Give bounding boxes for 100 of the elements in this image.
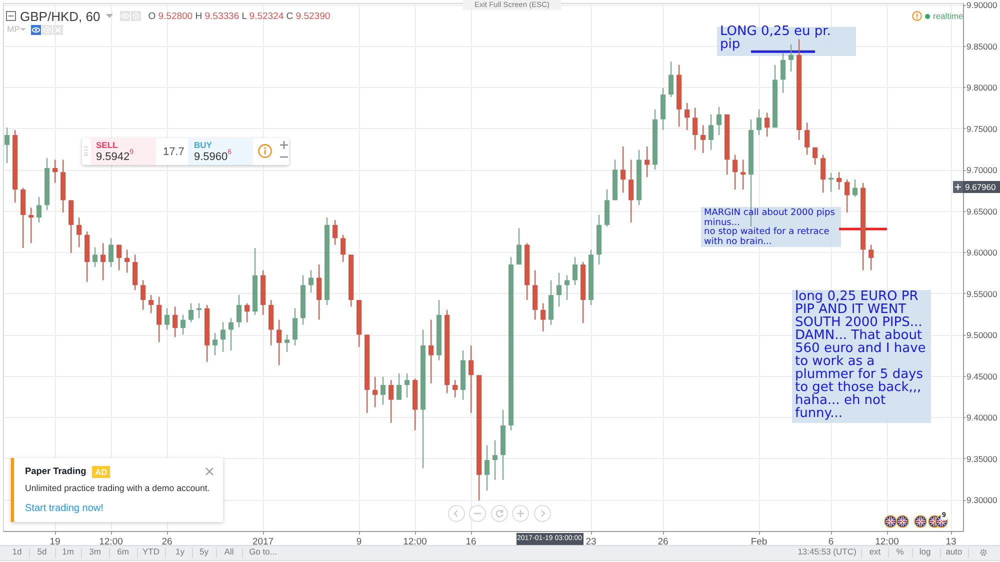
- y-tick-label: 9.70000: [966, 165, 998, 176]
- candlestick: [692, 107, 698, 150]
- y-tick-label: 9.90000: [966, 0, 998, 10]
- y-tick-label: 9.75000: [966, 124, 998, 134]
- candlestick: [852, 179, 858, 198]
- candlestick: [836, 172, 842, 190]
- candlestick: [292, 308, 298, 346]
- candlestick: [396, 372, 402, 400]
- text: 9.67960: [963, 181, 1000, 193]
- candlestick: [100, 242, 106, 281]
- candlestick: [780, 52, 786, 94]
- candlestick: [172, 306, 178, 338]
- text: ext: [869, 546, 881, 557]
- candlestick: [404, 372, 410, 398]
- annotation: Paper Trading: [25, 466, 86, 476]
- candlestick: [788, 44, 794, 72]
- chart-title: GBP/HKD, 60: [20, 8, 100, 24]
- text: log: [919, 546, 931, 557]
- y-tick-label: 9.85000: [966, 41, 998, 52]
- x-tick-label: 13: [946, 536, 956, 548]
- candlestick: [76, 217, 82, 248]
- x-tick-label: 26: [162, 536, 172, 548]
- candlestick: [116, 244, 122, 271]
- candlestick: [620, 146, 626, 194]
- text: auto: [946, 546, 962, 557]
- annotation: AD: [92, 466, 110, 478]
- candlestick: [684, 102, 690, 131]
- candlestick: [516, 228, 522, 266]
- text: 6m: [117, 546, 129, 557]
- candlestick: [628, 159, 634, 223]
- candlestick: [804, 122, 810, 156]
- candlestick: [540, 302, 546, 332]
- candlestick: [452, 380, 458, 398]
- candlestick: [380, 376, 386, 406]
- x-tick-label: Feb: [750, 536, 768, 548]
- x-tick-label: 6: [828, 536, 834, 548]
- text: Go to...: [249, 546, 277, 557]
- x-tick-label: 23: [586, 536, 596, 548]
- candlestick: [164, 308, 170, 330]
- text: O 9.52800 H 9.53336 L 9.52324 C 9.52390: [148, 10, 330, 22]
- annotation: 9.5960$^{6}$: [194, 149, 232, 164]
- candlestick: [180, 314, 186, 336]
- candlestick: [812, 146, 818, 166]
- candlestick: [148, 294, 154, 314]
- candlestick: [868, 244, 874, 271]
- candlestick: [820, 154, 826, 194]
- candlestick: [732, 154, 738, 190]
- candlestick: [484, 444, 490, 492]
- candlestick: [756, 108, 762, 136]
- y-tick-label: 9.45000: [966, 371, 998, 382]
- candlestick: [244, 302, 250, 323]
- x-tick-label: 12:00: [403, 536, 427, 548]
- annotation: MP: [7, 24, 20, 34]
- annotation: realtime: [933, 10, 964, 21]
- y-tick-label: 9.65000: [966, 206, 998, 216]
- text: YTD: [142, 546, 160, 557]
- candlestick: [196, 302, 202, 319]
- x-tick-label: 19: [50, 536, 60, 548]
- candlestick: [492, 440, 498, 480]
- candlestick: [828, 172, 834, 192]
- candlestick: [332, 219, 338, 246]
- candlestick: [844, 179, 850, 214]
- candlestick: [36, 196, 42, 223]
- y-tick-label: 9.40000: [966, 412, 998, 423]
- candlestick: [132, 254, 138, 291]
- y-tick-label: 9.35000: [966, 454, 998, 464]
- x-tick-label: 12:00: [875, 536, 899, 548]
- candlestick: [92, 246, 98, 268]
- candlestick: [764, 112, 770, 138]
- annotation: Unlimited practice trading with a demo account.: [25, 483, 210, 494]
- candlestick: [188, 302, 194, 323]
- candlestick: [708, 114, 714, 150]
- text: 5y: [200, 546, 208, 557]
- y-tick-label: 9.30000: [966, 495, 998, 506]
- x-tick-label: 9: [356, 536, 362, 548]
- x-tick-label: 16: [466, 536, 476, 548]
- candlestick: [468, 344, 474, 414]
- x-tick-label: 26: [658, 536, 668, 548]
- candlestick: [428, 319, 434, 384]
- candlestick: [212, 332, 218, 356]
- candlestick: [340, 234, 346, 263]
- candlestick: [284, 334, 290, 352]
- candlestick: [564, 274, 570, 300]
- candlestick: [556, 272, 562, 308]
- y-tick-label: 9.50000: [966, 330, 998, 340]
- text: 5d: [37, 546, 47, 557]
- candlestick: [4, 127, 10, 164]
- candlestick: [140, 280, 146, 310]
- candlestick: [52, 159, 58, 184]
- candlestick: [236, 294, 242, 328]
- text: All: [224, 546, 234, 557]
- x-tick-label: 12:00: [99, 536, 123, 548]
- annotation: Start trading now!: [25, 503, 104, 514]
- x-tick-label: 2017: [252, 536, 274, 548]
- y-tick-label: 9.80000: [966, 82, 998, 93]
- candlestick: [28, 207, 34, 244]
- annotation: 17.7: [163, 146, 184, 158]
- y-tick-label: 9.60000: [966, 248, 998, 258]
- candlestick: [220, 322, 226, 352]
- candlestick: [644, 146, 650, 178]
